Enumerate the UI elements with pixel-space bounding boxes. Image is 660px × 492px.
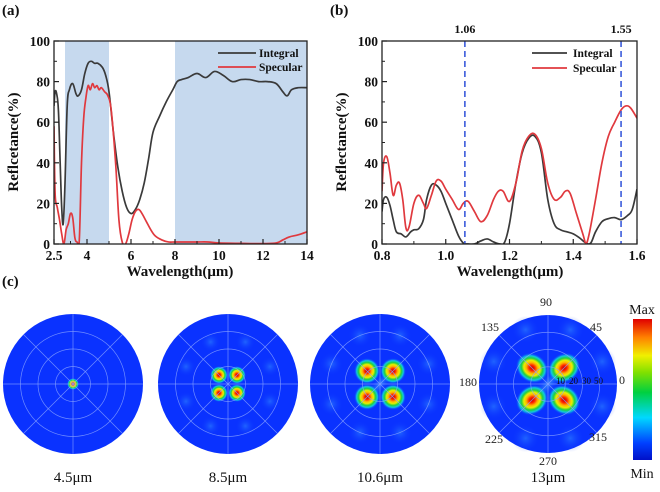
series-line-specular — [54, 82, 307, 244]
xtick-label-1.4: 1.4 — [565, 248, 582, 263]
radial-label-20: 20 — [569, 376, 579, 386]
colorbar: Max Min — [629, 303, 655, 482]
side-lobe — [556, 315, 585, 344]
polar-grid-spoke — [330, 334, 430, 434]
xtick-label-12: 12 — [256, 248, 270, 263]
legend-b-integral-label: Integral — [573, 48, 613, 60]
chart-a: 2.5 4 6 8 10 12 14 0 20 40 60 80 100 Integral Specul… — [6, 34, 314, 280]
legend-b-specular-label: Specular — [573, 63, 616, 75]
ytick-label-40: 40 — [37, 156, 51, 171]
polar-angle-labels: 90 45 0 315 270 225 180 135 10 20 30 50 — [459, 295, 625, 468]
polar-grid-spoke — [498, 334, 598, 434]
chart-b: 1.06 1.55 0.8 1.0 1.2 1.4 1.6 0 20 40 60 80 100 Int… — [334, 22, 646, 280]
side-lobe — [175, 356, 196, 377]
radial-label-50: 50 — [594, 376, 604, 386]
side-lobe — [175, 391, 196, 412]
ytick-label-100: 100 — [358, 34, 379, 49]
ytick-label-20: 20 — [365, 196, 379, 211]
polar-grid-spoke — [23, 334, 123, 434]
side-lobe — [479, 347, 508, 376]
polar-caption-1: 8.5μm — [209, 470, 248, 486]
xtick-label-10: 10 — [212, 248, 226, 263]
polar-caption-0: 4.5μm — [54, 470, 93, 486]
legend-a-specular-label: Specular — [259, 62, 302, 74]
xtick-label-6: 6 — [128, 248, 135, 263]
polar-caption-3: 13μm — [531, 470, 566, 486]
chart-a-ylabel: Reflcetance(%) — [6, 92, 22, 191]
legend-a-integral-label: Integral — [259, 48, 299, 60]
vline-label-1.55: 1.55 — [611, 22, 632, 36]
series-line-specular — [382, 104, 637, 244]
chart-b-xlabel: Wavelength(μm) — [457, 264, 564, 280]
ytick-label-60: 60 — [365, 115, 379, 130]
angle-label-45: 45 — [590, 320, 602, 334]
polar-maps: 4.5μm 8.5μm 10.6μm 13μm — [3, 314, 617, 486]
side-lobe — [588, 347, 617, 376]
colorbar-min-label: Min — [630, 467, 653, 482]
side-lobe — [235, 416, 256, 437]
side-lobe — [556, 424, 585, 453]
side-lobe — [260, 391, 281, 412]
vline-label-1.06: 1.06 — [454, 22, 475, 36]
xtick-label-4: 4 — [84, 248, 91, 263]
ytick-label-60: 60 — [37, 115, 51, 130]
shaded-band-1 — [175, 41, 307, 244]
polar-map-1: 8.5μm — [158, 314, 298, 486]
xtick-label-0.8: 0.8 — [374, 248, 391, 263]
ytick-label-80: 80 — [37, 75, 51, 90]
chart-b-legend: Integral Specular — [532, 48, 616, 75]
angle-label-90: 90 — [540, 295, 552, 309]
panel-label-a: (a) — [2, 3, 20, 19]
polar-caption-2: 10.6μm — [357, 470, 403, 486]
xtick-label-8: 8 — [172, 248, 179, 263]
series-line-integral — [382, 134, 637, 244]
panel-label-b: (b) — [330, 3, 348, 19]
side-lobe — [511, 315, 540, 344]
polar-grid-spoke — [178, 334, 278, 434]
chart-b-ylabel: Reflectance(%) — [334, 92, 350, 191]
side-lobe — [588, 392, 617, 421]
side-lobe — [260, 356, 281, 377]
ytick-label-20: 20 — [37, 196, 51, 211]
xtick-label-1.0: 1.0 — [437, 248, 454, 263]
chart-a-legend: Integral Specular — [218, 48, 302, 74]
ytick-label-80: 80 — [365, 75, 379, 90]
ytick-label-0: 0 — [371, 237, 378, 252]
polar-map-2: 10.6μm — [310, 314, 450, 486]
radial-label-10: 10 — [556, 376, 566, 386]
xtick-label-2.5: 2.5 — [46, 248, 63, 263]
angle-label-0: 0 — [619, 373, 625, 387]
angle-label-270: 270 — [539, 454, 557, 468]
ytick-label-100: 100 — [30, 34, 51, 49]
ytick-label-40: 40 — [365, 156, 379, 171]
polar-map-0: 4.5μm — [3, 314, 143, 486]
angle-label-225: 225 — [485, 432, 503, 446]
side-lobe — [511, 424, 540, 453]
side-lobe — [200, 416, 221, 437]
xtick-label-1.2: 1.2 — [501, 248, 518, 263]
side-lobe — [200, 331, 221, 352]
angle-label-315: 315 — [589, 430, 607, 444]
series-line-integral — [54, 60, 307, 226]
angle-label-135: 135 — [481, 320, 499, 334]
shaded-band-0 — [65, 41, 109, 244]
panel-label-c: (c) — [2, 274, 19, 290]
polar-map-3: 13μm — [479, 315, 617, 486]
side-lobe — [235, 331, 256, 352]
colorbar-gradient — [633, 319, 652, 460]
ytick-label-0: 0 — [43, 237, 50, 252]
xtick-label-14: 14 — [300, 248, 314, 263]
angle-label-180: 180 — [459, 375, 477, 389]
chart-a-xlabel: Wavelength(μm) — [127, 264, 234, 280]
side-lobe — [479, 392, 508, 421]
xtick-label-1.6: 1.6 — [629, 248, 646, 263]
radial-label-30: 30 — [582, 376, 592, 386]
colorbar-max-label: Max — [629, 303, 655, 318]
